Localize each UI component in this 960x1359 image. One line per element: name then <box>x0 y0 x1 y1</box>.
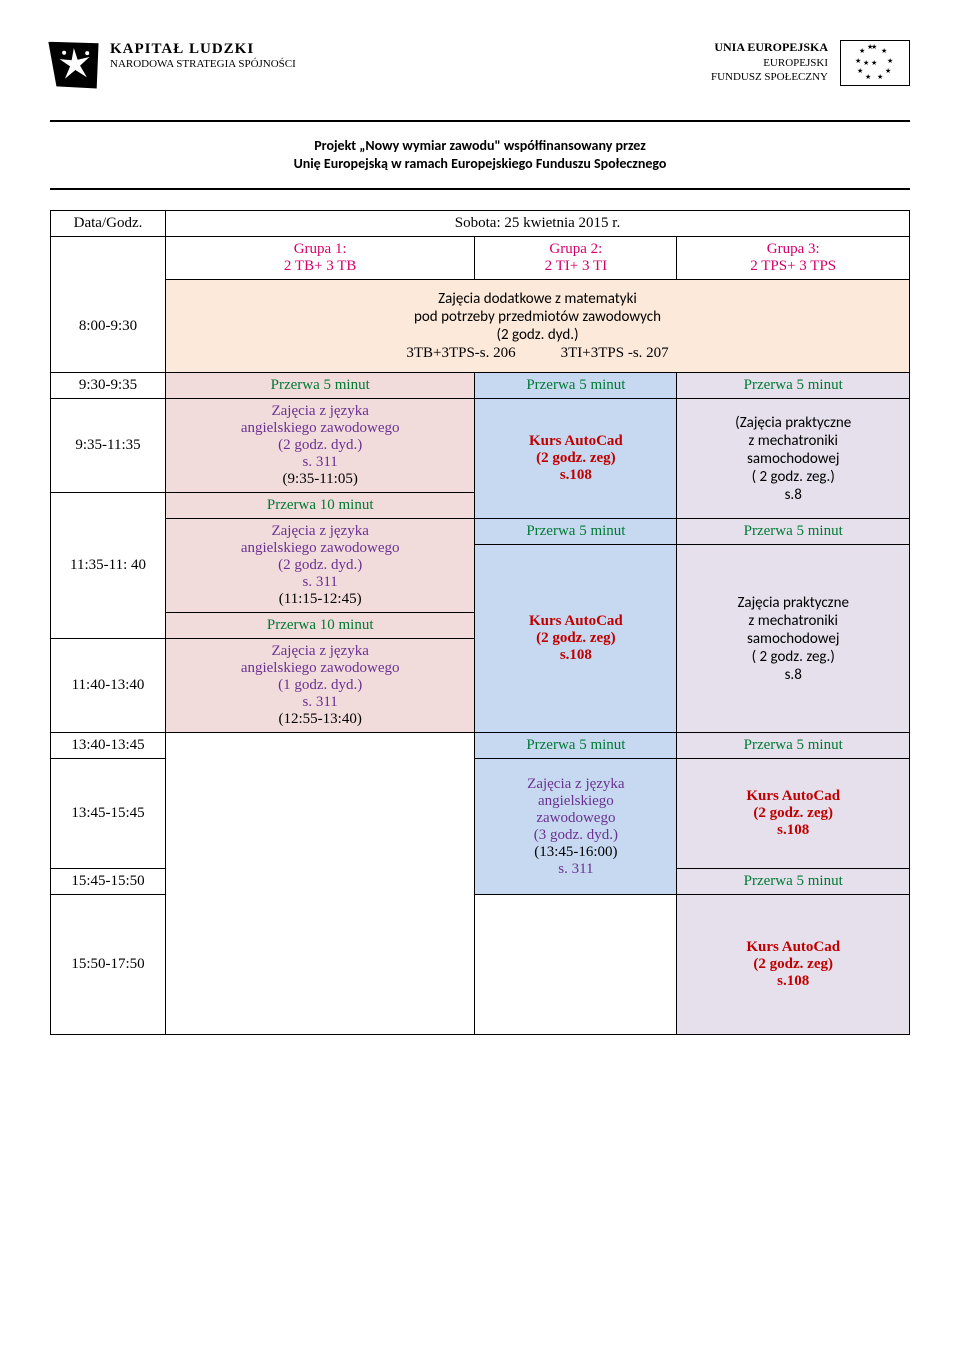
kl-star-icon <box>48 38 101 91</box>
eu-line1: UNIA EUROPEJSKA <box>711 40 828 56</box>
time-1140: 11:40-13:40 <box>51 639 166 733</box>
mech-2: Zajęcia praktyczne z mechatroniki samoch… <box>677 545 910 733</box>
eu-flag-icon: ★ ★ ★ ★ ★ ★ ★ ★ ★ ★ ★ ★ <box>840 40 910 86</box>
date-header: Sobota: 25 kwietnia 2015 r. <box>166 211 910 237</box>
break-2: Przerwa 5 minut <box>475 373 677 399</box>
time-1135: 11:35-11: 40 <box>51 493 166 639</box>
eu-line2: EUROPEJSKI <box>711 56 828 70</box>
kl-subtitle: NARODOWA STRATEGIA SPÓJNOŚCI <box>110 58 296 71</box>
eu-line3: FUNDUSZ SPOŁECZNY <box>711 70 828 84</box>
eng-1: Zajęcia z języka angielskiego zawodowego… <box>166 399 475 493</box>
schedule-table: Data/Godz. Sobota: 25 kwietnia 2015 r. G… <box>50 210 910 1035</box>
group-1: Grupa 1:2 TB+ 3 TB <box>166 237 475 280</box>
divider-bottom <box>50 188 910 190</box>
label-data-godz: Data/Godz. <box>51 211 166 237</box>
autocad-2: Kurs AutoCad (2 godz. zeg) s.108 <box>475 545 677 733</box>
group-3: Grupa 3:2 TPS+ 3 TPS <box>677 237 910 280</box>
break-b3: Przerwa 5 minut <box>475 733 677 759</box>
logo-eu: UNIA EUROPEJSKA EUROPEJSKI FUNDUSZ SPOŁE… <box>711 40 910 86</box>
break-3: Przerwa 5 minut <box>677 373 910 399</box>
autocad-4: Kurs AutoCad (2 godz. zeg) s.108 <box>677 895 910 1035</box>
break-p2: Przerwa 5 minut <box>677 519 910 545</box>
time-930: 9:30-9:35 <box>51 373 166 399</box>
logo-kapital-ludzki: KAPITAŁ LUDZKI NARODOWA STRATEGIA SPÓJNO… <box>50 40 296 90</box>
project-title: Projekt „Nowy wymiar zawodu" współfinans… <box>50 137 910 173</box>
break-p4: Przerwa 5 minut <box>677 869 910 895</box>
time-1340: 13:40-13:45 <box>51 733 166 759</box>
kl-title: KAPITAŁ LUDZKI <box>110 40 296 58</box>
break-10b: Przerwa 10 minut <box>166 613 475 639</box>
break-b2: Przerwa 5 minut <box>475 519 677 545</box>
eng-4: Zajęcia z języka angielskiego zawodowego… <box>475 759 677 895</box>
header-logos: KAPITAŁ LUDZKI NARODOWA STRATEGIA SPÓJNO… <box>50 40 910 90</box>
divider-top <box>50 120 910 122</box>
time-1545: 15:45-15:50 <box>51 869 166 895</box>
time-935: 9:35-11:35 <box>51 399 166 493</box>
time-1550: 15:50-17:50 <box>51 895 166 1035</box>
break-10a: Przerwa 10 minut <box>166 493 475 519</box>
mech-1: (Zajęcia praktyczne z mechatroniki samoc… <box>677 399 910 519</box>
math-block: Zajęcia dodatkowe z matematyki pod potrz… <box>166 280 910 373</box>
eng-3: Zajęcia z języka angielskiego zawodowego… <box>166 639 475 733</box>
autocad-3: Kurs AutoCad (2 godz. zeg) s.108 <box>677 759 910 869</box>
break-p3: Przerwa 5 minut <box>677 733 910 759</box>
time-1345: 13:45-15:45 <box>51 759 166 869</box>
autocad-1: Kurs AutoCad (2 godz. zeg) s.108 <box>475 399 677 519</box>
group-2: Grupa 2:2 TI+ 3 TI <box>475 237 677 280</box>
eng-2: Zajęcia z języka angielskiego zawodowego… <box>166 519 475 613</box>
break-1: Przerwa 5 minut <box>166 373 475 399</box>
time-800: 8:00-9:30 <box>51 280 166 373</box>
